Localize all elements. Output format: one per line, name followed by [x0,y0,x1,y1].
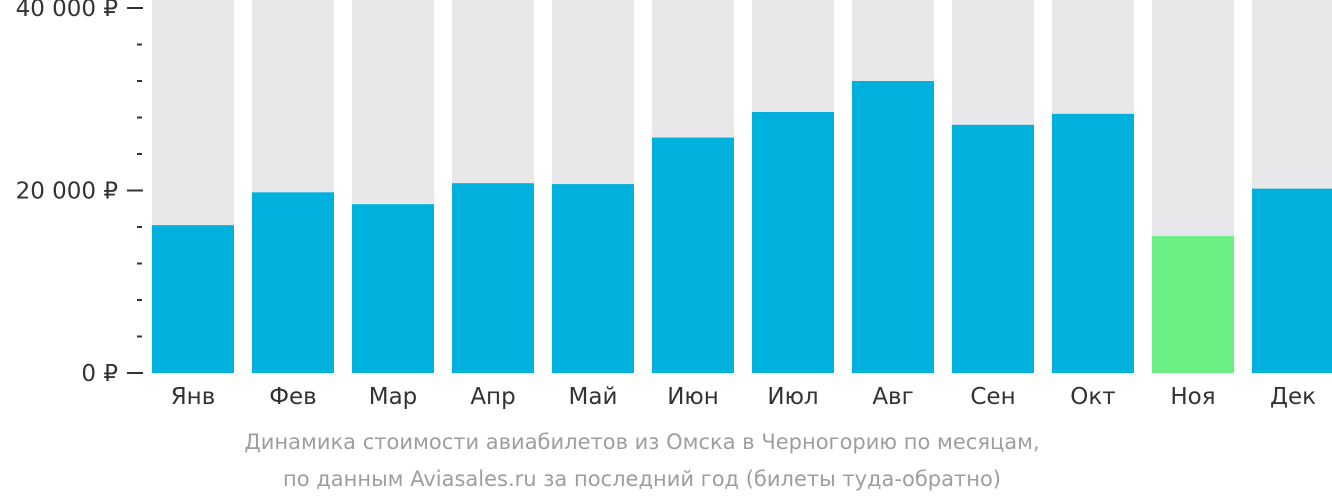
x-tick-label-3: Мар [369,384,418,410]
bar-2 [252,192,334,373]
bar-11 [1152,236,1234,373]
chart-caption-line-2: по данным Aviasales.ru за последний год … [283,467,1001,491]
bar-5 [552,184,634,373]
x-tick-label-9: Сен [970,384,1015,410]
bar-chart: Янв Фев Мар Апр Май Июн Июл Авг Сен Окт Ноя Дек 0 ₽ 2… [16,0,1332,410]
bar-9 [952,124,1034,373]
chart-caption-line-1: Динамика стоимости авиабилетов из Омска … [244,430,1040,454]
x-tick-label-10: Окт [1070,384,1115,410]
bar-6 [652,137,734,373]
bar-12 [1252,188,1332,373]
bar-1 [152,225,234,373]
bar-7 [752,112,834,374]
x-tick-label-8: Авг [872,384,913,410]
bar-4 [452,183,534,373]
bar-10 [1052,113,1134,373]
x-tick-label-12: Дек [1270,384,1316,410]
y-tick-label-2: 20 000 ₽ [16,179,118,205]
x-tick-label-2: Фев [269,384,317,410]
x-tick-label-11: Ноя [1170,384,1215,410]
y-tick-label-3: 40 000 ₽ [16,0,118,22]
y-tick-label-1: 0 ₽ [81,361,118,387]
x-tick-label-1: Янв [171,384,216,410]
bar-8 [852,81,934,373]
x-tick-label-5: Май [569,384,618,410]
x-tick-label-7: Июл [767,384,818,410]
x-tick-label-6: Июн [667,384,719,410]
x-tick-label-4: Апр [470,384,515,410]
bar-3 [352,204,434,373]
